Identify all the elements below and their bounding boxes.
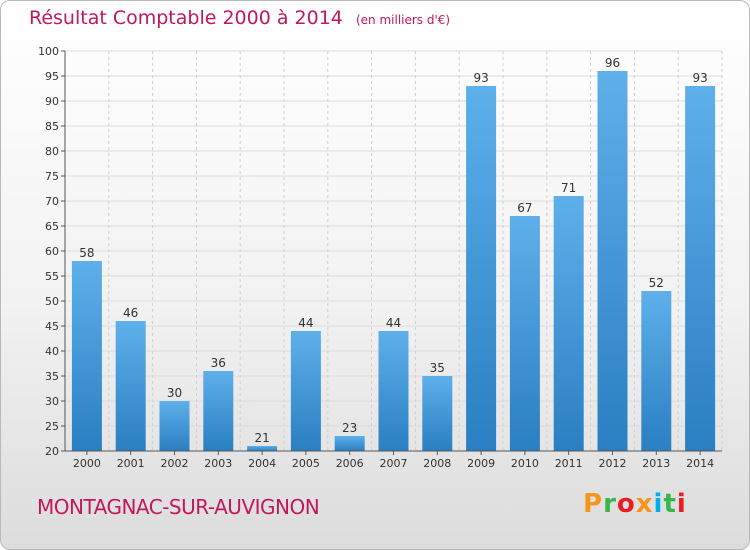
y-tick-label: 30 [45, 395, 59, 408]
y-tick-label: 50 [45, 295, 59, 308]
value-label-2008: 35 [430, 361, 445, 375]
bar-2002 [159, 401, 190, 451]
value-label-2010: 67 [517, 201, 532, 215]
x-tick-label-2014: 2014 [686, 457, 714, 470]
y-tick-label: 75 [45, 170, 59, 183]
bar-2014 [685, 86, 716, 451]
value-label-2012: 96 [605, 56, 620, 70]
x-tick-label-2003: 2003 [204, 457, 232, 470]
logo-letter: x [635, 489, 654, 519]
y-tick-label: 90 [45, 95, 59, 108]
logo-letter: i [653, 489, 664, 519]
bar-2005 [290, 331, 321, 451]
y-tick-label: 70 [45, 195, 59, 208]
proxiti-logo: Proxiti [583, 489, 687, 519]
chart-subtitle: (en milliers d'€) [355, 13, 451, 27]
y-tick-label: 40 [45, 345, 59, 358]
value-label-2011: 71 [561, 181, 576, 195]
y-tick-label: 85 [45, 120, 59, 133]
y-tick-label: 55 [45, 270, 59, 283]
x-tick-label-2009: 2009 [467, 457, 495, 470]
bar-2008 [422, 376, 453, 451]
x-tick-label-2011: 2011 [555, 457, 583, 470]
y-tick-label: 45 [45, 320, 59, 333]
value-label-2009: 93 [473, 71, 488, 85]
x-tick-label-2005: 2005 [292, 457, 320, 470]
bar-2004 [247, 446, 278, 451]
x-tick-label-2007: 2007 [380, 457, 408, 470]
x-tick-label-2013: 2013 [642, 457, 670, 470]
bar-2013 [641, 291, 672, 451]
y-tick-label: 95 [45, 70, 59, 83]
value-label-2002: 30 [167, 386, 182, 400]
y-tick-label: 65 [45, 220, 59, 233]
y-tick-label: 60 [45, 245, 59, 258]
x-tick-label-2001: 2001 [117, 457, 145, 470]
y-tick-label: 100 [38, 45, 59, 58]
logo-letter: i [676, 489, 687, 519]
value-label-2014: 93 [692, 71, 707, 85]
x-tick-label-2010: 2010 [511, 457, 539, 470]
y-tick-label: 25 [45, 420, 59, 433]
logo-letter: t [663, 489, 677, 519]
bar-2006 [334, 436, 365, 451]
bar-2001 [115, 321, 146, 451]
y-tick-label: 20 [45, 445, 59, 458]
bar-2012 [597, 71, 628, 451]
title-row: Résultat Comptable 2000 à 2014 (en milli… [29, 7, 450, 29]
value-label-2005: 44 [298, 316, 313, 330]
value-label-2006: 23 [342, 421, 357, 435]
value-label-2013: 52 [649, 276, 664, 290]
value-label-2000: 58 [79, 246, 94, 260]
x-tick-label-2008: 2008 [423, 457, 451, 470]
y-tick-label: 35 [45, 370, 59, 383]
logo-letter: r [603, 489, 617, 519]
chart-title: Résultat Comptable 2000 à 2014 [29, 7, 343, 29]
x-tick-label-2002: 2002 [161, 457, 189, 470]
bar-2000 [71, 261, 102, 451]
x-tick-label-2012: 2012 [599, 457, 627, 470]
bar-2010 [509, 216, 540, 451]
x-tick-label-2006: 2006 [336, 457, 364, 470]
value-label-2004: 21 [254, 431, 269, 445]
logo-letter: o [616, 489, 636, 519]
logo-letter: P [583, 489, 604, 519]
bar-2003 [203, 371, 234, 451]
x-tick-label-2004: 2004 [248, 457, 276, 470]
bar-2009 [466, 86, 497, 451]
bar-2011 [553, 196, 584, 451]
value-label-2003: 36 [211, 356, 226, 370]
bar-2007 [378, 331, 409, 451]
x-tick-label-2000: 2000 [73, 457, 101, 470]
value-label-2001: 46 [123, 306, 138, 320]
value-label-2007: 44 [386, 316, 401, 330]
y-tick-label: 80 [45, 145, 59, 158]
town-name: MONTAGNAC-SUR-AUVIGNON [37, 495, 320, 519]
